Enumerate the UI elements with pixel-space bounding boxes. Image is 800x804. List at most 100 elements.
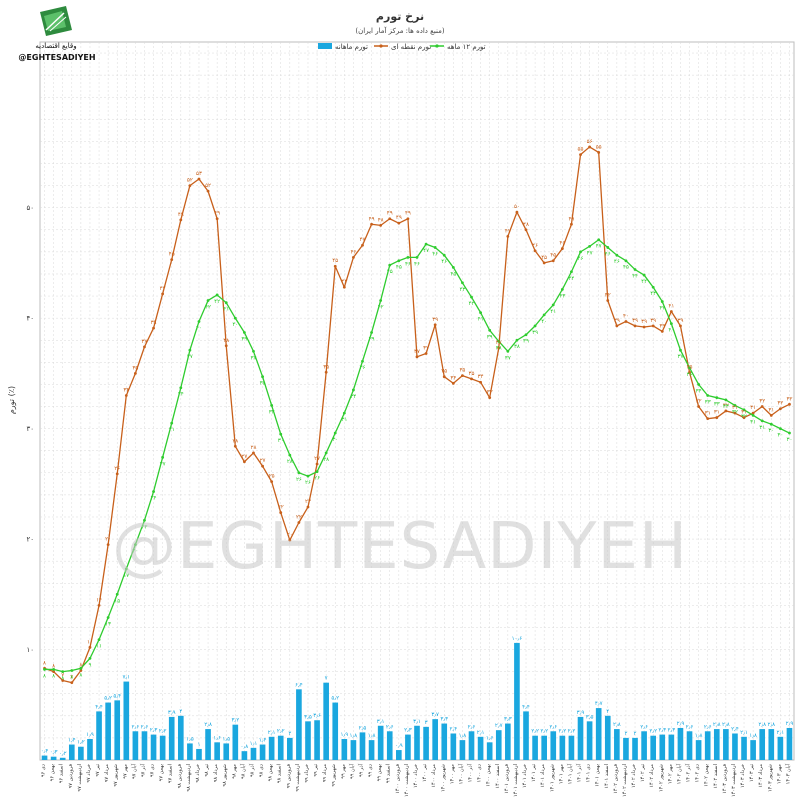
point-inflation-value-label: ۲۰: [105, 537, 111, 543]
bar-value-label: ۱٫۶: [213, 735, 221, 741]
bar-value-label: ۲٫۲: [531, 729, 539, 735]
bar-value-label: ۷٫۱: [122, 675, 130, 681]
annual-inflation-value-label: ۴۶: [605, 251, 611, 257]
chart-title: نرخ تورم: [376, 10, 424, 23]
x-tick-label: تیر ۹۷: [95, 763, 101, 776]
annual-inflation-value-label: ۴۱: [478, 317, 484, 323]
annual-inflation-value-label: ۴۴: [641, 279, 647, 285]
x-tick-label: اردیبهشت ۱۴۰۳: [731, 764, 737, 797]
annual-inflation-marker: [688, 366, 691, 370]
annual-inflation-marker: [197, 320, 201, 323]
annual-inflation-marker: [679, 348, 682, 352]
annual-inflation-value-label: ۳۹: [487, 334, 493, 340]
annual-inflation-marker: [224, 301, 228, 305]
annual-inflation-marker: [379, 299, 383, 302]
annual-inflation-marker: [306, 474, 310, 478]
annual-inflation-marker: [97, 638, 101, 641]
annual-inflation-marker: [769, 422, 773, 426]
bar-value-label: ۰٫۴: [41, 749, 49, 755]
annual-inflation-marker: [488, 328, 492, 332]
point-inflation-marker: [551, 259, 555, 263]
bar-value-label: ۲٫۴: [731, 726, 739, 732]
x-tick-label: اردیبهشت ۱۴۰۲: [622, 764, 628, 797]
point-inflation-value-label: ۴۹: [568, 216, 574, 222]
x-tick-label: بهمن ۹۸: [268, 764, 274, 781]
annual-inflation-value-label: ۲۶: [314, 476, 320, 482]
bar-value-label: ۳٫۳: [440, 717, 448, 723]
x-tick-label: آذر ۹۹: [357, 763, 364, 777]
bar-value-label: ۱٫۶: [486, 735, 494, 741]
point-inflation-marker: [70, 681, 74, 685]
bar-value-label: ۳٫۵: [586, 714, 594, 720]
annual-inflation-value-label: ۳۰: [278, 438, 284, 444]
annual-inflation-value-label: ۲۲: [142, 524, 148, 530]
annual-inflation-marker: [570, 270, 573, 274]
bar-value-label: ۲٫۴: [449, 726, 457, 732]
point-inflation-value-label: ۴۰: [623, 313, 629, 319]
annual-inflation-marker: [778, 427, 782, 431]
annual-inflation-marker: [397, 259, 401, 263]
legend-swatch-monthly: [318, 43, 332, 49]
annual-inflation-value-label: ۳۹: [523, 339, 529, 345]
annual-inflation-marker: [288, 453, 292, 457]
bar-value-label: ۲٫۳: [150, 728, 158, 734]
point-inflation-marker: [506, 235, 510, 238]
point-inflation-value-label: ۳۱: [768, 407, 774, 413]
bar-value-label: ۰٫۳: [50, 750, 58, 756]
bar-monthly: [786, 727, 793, 760]
x-tick-label: شهریور ۹۸: [222, 764, 228, 787]
bar-monthly: [223, 743, 230, 760]
bar-monthly: [350, 740, 357, 760]
bar-monthly: [41, 755, 48, 760]
y-tick-label: ۲۰: [26, 536, 34, 544]
bar-monthly: [405, 734, 411, 760]
value-labels: ۰٫۴ ۰٫۳ ۰٫۲۱٫۴ ۱٫۲۱٫۹۴٫۴۵٫۲ ۵٫۴۷٫۱۲٫۶ ۲٫۶۲٫۳ ۲…: [41, 139, 794, 757]
annual-inflation-marker: [724, 398, 728, 402]
x-tick-label: اردیبهشت ۱۴۰۰: [404, 764, 410, 797]
x-tick-label: شهریور ۹۹: [331, 764, 337, 787]
point-inflation-marker: [52, 670, 56, 674]
annual-inflation-value-label: ۴۶: [578, 256, 584, 262]
point-inflation-value-label: ۵۲: [187, 178, 193, 184]
bar-monthly: [123, 681, 130, 760]
annual-inflation-marker: [533, 324, 537, 328]
annual-inflation-value-label: ۳۱: [759, 425, 765, 431]
point-inflation-marker: [215, 217, 219, 221]
point-inflation-value-label: ۲۷: [260, 458, 266, 464]
bar-value-label: ۴: [606, 709, 609, 715]
logo-icon: [40, 6, 72, 36]
bar-monthly: [677, 727, 684, 760]
point-inflation-marker: [433, 323, 437, 327]
bar-monthly: [359, 732, 366, 760]
annual-inflation-marker: [161, 455, 165, 459]
point-inflation-value-label: ۵۵: [596, 144, 602, 150]
annual-inflation-value-label: ۳۳: [705, 399, 711, 405]
annual-inflation-marker: [624, 259, 628, 263]
point-inflation-value-label: ۴۹: [405, 211, 411, 217]
point-inflation-value-label: ۲۰: [287, 532, 293, 538]
bar-value-label: ۲: [288, 731, 291, 737]
bar-value-label: ۱: [197, 742, 200, 748]
point-inflation-marker: [588, 145, 592, 149]
point-inflation-value-label: ۸: [52, 664, 55, 670]
bar-monthly: [495, 730, 502, 760]
annual-inflation-value-label: ۳۹: [369, 337, 375, 343]
annual-inflation-marker: [88, 656, 92, 660]
bar-value-label: ۱٫۵: [186, 736, 194, 742]
bar-value-label: ۴٫۷: [595, 701, 603, 707]
bar-monthly: [59, 757, 66, 760]
point-inflation-value-label: ۳۴: [450, 375, 456, 381]
annual-inflation-marker: [451, 265, 455, 269]
annual-inflation-value-label: ۳۲: [732, 409, 738, 415]
point-inflation-marker: [451, 381, 455, 385]
bar-monthly: [68, 744, 75, 760]
point-inflation-value-label: ۳۹: [659, 323, 665, 329]
annual-inflation-marker: [669, 322, 673, 326]
point-inflation-marker: [688, 370, 691, 374]
x-tick-label: مهر ۱۴۰۳: [776, 764, 782, 784]
x-tick-label: آبان ۹۷: [130, 763, 137, 779]
bar-monthly: [686, 731, 693, 760]
x-tick-label: اسفند ۹۹: [386, 764, 392, 783]
point-inflation-marker: [706, 417, 710, 421]
point-inflation-value-label: ۴۲: [160, 286, 166, 292]
